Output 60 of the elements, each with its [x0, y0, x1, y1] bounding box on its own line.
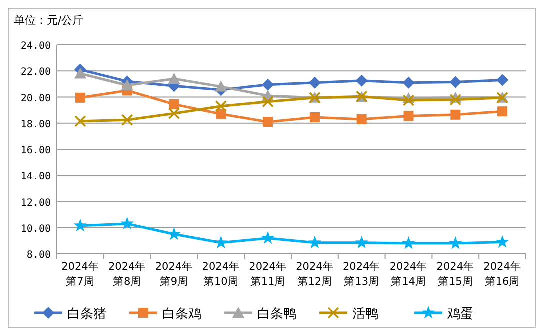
point	[404, 111, 414, 122]
y-tick-label: 10.00	[20, 224, 51, 235]
x-tick-label: 2024年第15周	[436, 261, 475, 288]
point	[448, 236, 462, 250]
point	[263, 117, 274, 128]
point	[450, 76, 462, 88]
point	[262, 96, 274, 108]
point	[215, 80, 228, 92]
y-axis-title: 单位：元/公斤	[14, 14, 84, 27]
legend-label: 白条鸭	[258, 307, 296, 322]
point	[308, 236, 322, 249]
point	[356, 74, 368, 87]
x-tick-label: 2024年第10周	[202, 261, 240, 288]
x-tick-label: 2024年第13周	[342, 261, 381, 288]
x-tick-label: 2024年第14周	[390, 261, 428, 288]
point	[496, 74, 509, 86]
legend-label: 白条鸡	[162, 307, 202, 322]
point	[355, 236, 369, 249]
point	[75, 92, 86, 103]
y-tick-label: 8.00	[26, 250, 51, 261]
point	[168, 227, 181, 240]
y-tick-label: 24.00	[20, 41, 51, 52]
point	[121, 79, 134, 90]
x-tick-label: 2024年第8周	[108, 261, 146, 288]
point	[74, 68, 86, 79]
x-tick-label: 2024年第12周	[296, 261, 334, 288]
point	[74, 218, 88, 232]
point	[450, 94, 462, 106]
point	[262, 78, 274, 91]
point	[120, 216, 134, 230]
legend-label: 白条猪	[68, 307, 106, 322]
point	[310, 112, 320, 122]
y-tick-label: 16.00	[20, 146, 51, 156]
point	[261, 231, 275, 244]
y-tick-label: 22.00	[20, 67, 51, 78]
point	[356, 114, 367, 124]
point	[450, 110, 461, 120]
legend-label: 鸡蛋	[446, 307, 474, 322]
point	[402, 94, 415, 106]
point	[74, 116, 86, 128]
y-tick-label: 14.00	[20, 172, 51, 183]
legend-label: 活鸭	[352, 307, 378, 322]
point	[169, 99, 180, 110]
point	[121, 114, 134, 126]
point	[402, 76, 415, 89]
point	[308, 76, 321, 89]
x-tick-label: 2024年第7周	[62, 261, 100, 288]
x-tick-label: 2024年第16周	[484, 261, 522, 288]
y-tick-label: 18.00	[20, 119, 51, 130]
point	[214, 236, 228, 249]
x-tick-label: 2024年第9周	[155, 261, 194, 288]
y-tick-label: 20.00	[20, 93, 51, 104]
point	[402, 236, 416, 250]
point	[496, 235, 510, 248]
point	[498, 106, 508, 117]
point	[168, 108, 180, 120]
y-tick-label: 12.00	[20, 198, 51, 209]
point	[215, 100, 228, 112]
x-tick-label: 2024年第11周	[249, 261, 287, 288]
point	[168, 72, 180, 84]
